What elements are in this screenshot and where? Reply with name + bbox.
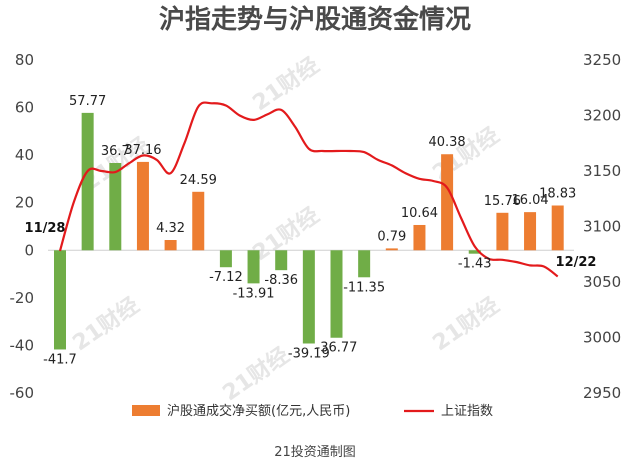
watermark-text: 21财经 [248,52,324,116]
left-axis-tick-label: 0 [24,241,34,259]
index-line [58,101,559,278]
bar-data-label: 16.04 [511,193,548,208]
bar-data-label: 0.79 [377,229,406,244]
end-date-label: 12/22 [556,255,597,270]
bar [81,112,94,251]
bar [441,154,454,251]
left-axis-tick-label: -40 [10,336,35,354]
left-axis-tick-label: -60 [10,384,35,402]
bar-data-label: 4.32 [156,221,185,236]
bar [192,191,205,251]
right-axis-tick-label: 3050 [583,273,621,291]
left-axis-tick-label: 40 [15,146,34,164]
watermark-text: 21财经 [68,292,144,356]
left-axis-tick-label: 60 [15,99,34,117]
legend: 沪股通成交净买额(亿元,人民币) 上证指数 [132,403,493,419]
axes: 80 60 40 20 0 -20 -40 -60 3250 3200 3150 3100 3050 30… [10,51,622,402]
left-axis-tick-label: -20 [10,289,35,307]
bar-series [54,112,564,350]
bar [358,250,371,278]
bar [219,250,232,268]
watermark-text: 21财经 [218,342,294,406]
bar-data-label: -8.36 [264,273,298,288]
bar-data-label: -7.12 [209,270,243,285]
bar [164,240,177,251]
bar-data-label: 57.77 [69,94,106,109]
right-axis-tick-label: 3100 [583,218,621,236]
legend-label-bar: 沪股通成交净买额(亿元,人民币) [167,403,350,419]
bar [413,224,426,251]
bar-data-label: 24.59 [180,173,217,188]
legend-label-line: 上证指数 [441,404,493,419]
start-date-label: 11/28 [25,221,66,236]
bar [136,161,149,251]
watermark-layer: 21财经21财经21财经21财经21财经21财经21财经 [68,52,504,406]
bar-data-label: -41.7 [43,352,77,367]
right-axis-tick-label: 3000 [583,329,621,347]
watermark-text: 21财经 [428,292,504,356]
chart-title: 沪指走势与沪股通资金情况 [159,4,471,35]
bar [247,250,260,284]
bar-data-label: 36.7 [101,144,130,159]
bar [302,250,315,344]
data-labels: -41.757.7736.737.164.3224.59-7.12-13.91-… [43,94,576,368]
bar-data-label: 37.16 [124,143,161,158]
bar-data-label: 15.76 [484,194,521,209]
bar [496,212,509,251]
bar [109,162,122,251]
bar-data-label: 40.38 [428,135,465,150]
bar [385,248,398,251]
left-axis-tick-label: 20 [15,194,34,212]
bar [330,250,343,338]
left-axis-tick-label: 80 [15,51,34,69]
right-axis-tick-label: 3250 [583,51,621,69]
bar-data-label: -11.35 [343,280,385,295]
legend-swatch-bar [132,405,160,416]
bar-data-label: -1.43 [458,257,492,272]
bar-data-label: -36.77 [316,341,358,356]
index-line-series [58,101,559,278]
source-note: 21投资通制图 [274,444,356,460]
watermark-text: 21财经 [428,122,504,186]
bar [468,250,481,254]
bar-data-label: 10.64 [401,206,438,221]
bar-data-label: -39.19 [288,347,330,362]
bar [551,205,564,251]
bar-data-label: -13.91 [233,286,275,301]
bar [524,212,537,251]
bar [54,250,66,350]
bar [275,250,288,271]
right-axis-tick-label: 3150 [583,162,621,180]
right-axis-tick-label: 3200 [583,107,621,125]
bar-data-label: 18.83 [539,186,576,201]
right-axis-tick-label: 2950 [583,384,621,402]
